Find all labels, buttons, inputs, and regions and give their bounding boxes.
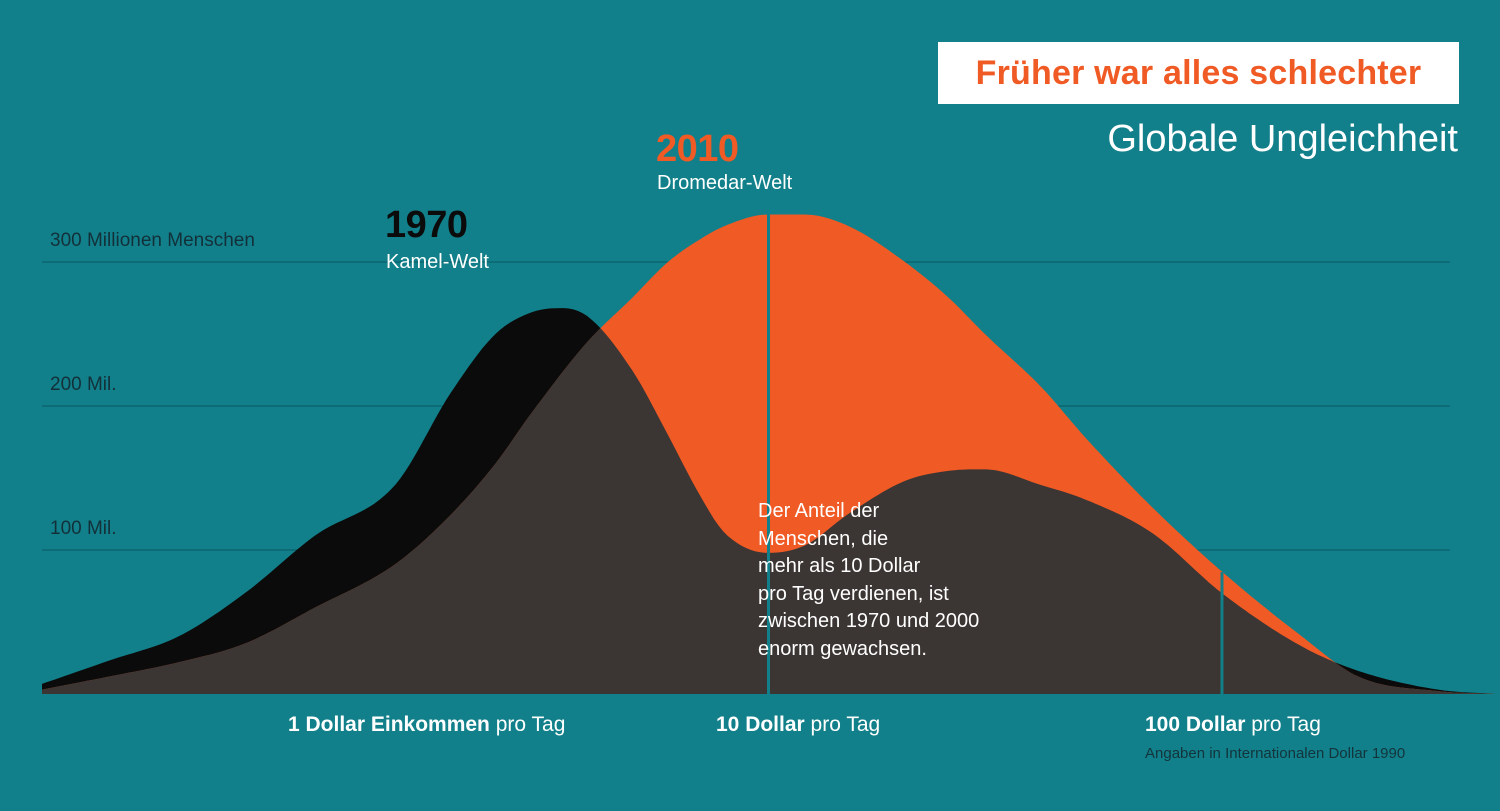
title-box: Früher war alles schlechter [938, 42, 1459, 104]
chart-title: Früher war alles schlechter [975, 53, 1422, 92]
x-tick-label-10-rest: pro Tag [804, 713, 881, 736]
annotation-text: Der Anteil der Menschen, die mehr als 10… [758, 500, 980, 660]
y-tick-label-300: 300 Millionen Menschen [50, 230, 255, 251]
x-tick-label-1-bold: 1 Dollar Einkommen [288, 713, 490, 736]
series-label-2010: 2010 [656, 128, 739, 170]
overlap-area [42, 328, 1495, 694]
y-tick-label-200: 200 Mil. [50, 374, 117, 395]
footnote: Angaben in Internationalen Dollar 1990 [1145, 745, 1406, 762]
x-tick-label-100-bold: 100 Dollar [1145, 713, 1246, 736]
x-tick-label-100-dollar: 100 Dollar pro Tag [1145, 713, 1321, 737]
x-tick-label-100-rest: pro Tag [1245, 713, 1321, 736]
series-name-1970: Kamel-Welt [386, 251, 489, 273]
series-name-2010: Dromedar-Welt [657, 172, 793, 194]
chart-subtitle: Globale Ungleichheit [1107, 118, 1458, 160]
y-tick-label-100: 100 Mil. [50, 518, 117, 539]
series-label-1970: 1970 [385, 204, 468, 246]
x-tick-label-1-dollar: 1 Dollar Einkommen pro Tag [288, 713, 565, 737]
x-tick-label-10-bold: 10 Dollar [716, 713, 805, 736]
x-tick-label-10-dollar: 10 Dollar pro Tag [716, 713, 880, 737]
x-tick-label-1-rest: pro Tag [489, 713, 566, 736]
